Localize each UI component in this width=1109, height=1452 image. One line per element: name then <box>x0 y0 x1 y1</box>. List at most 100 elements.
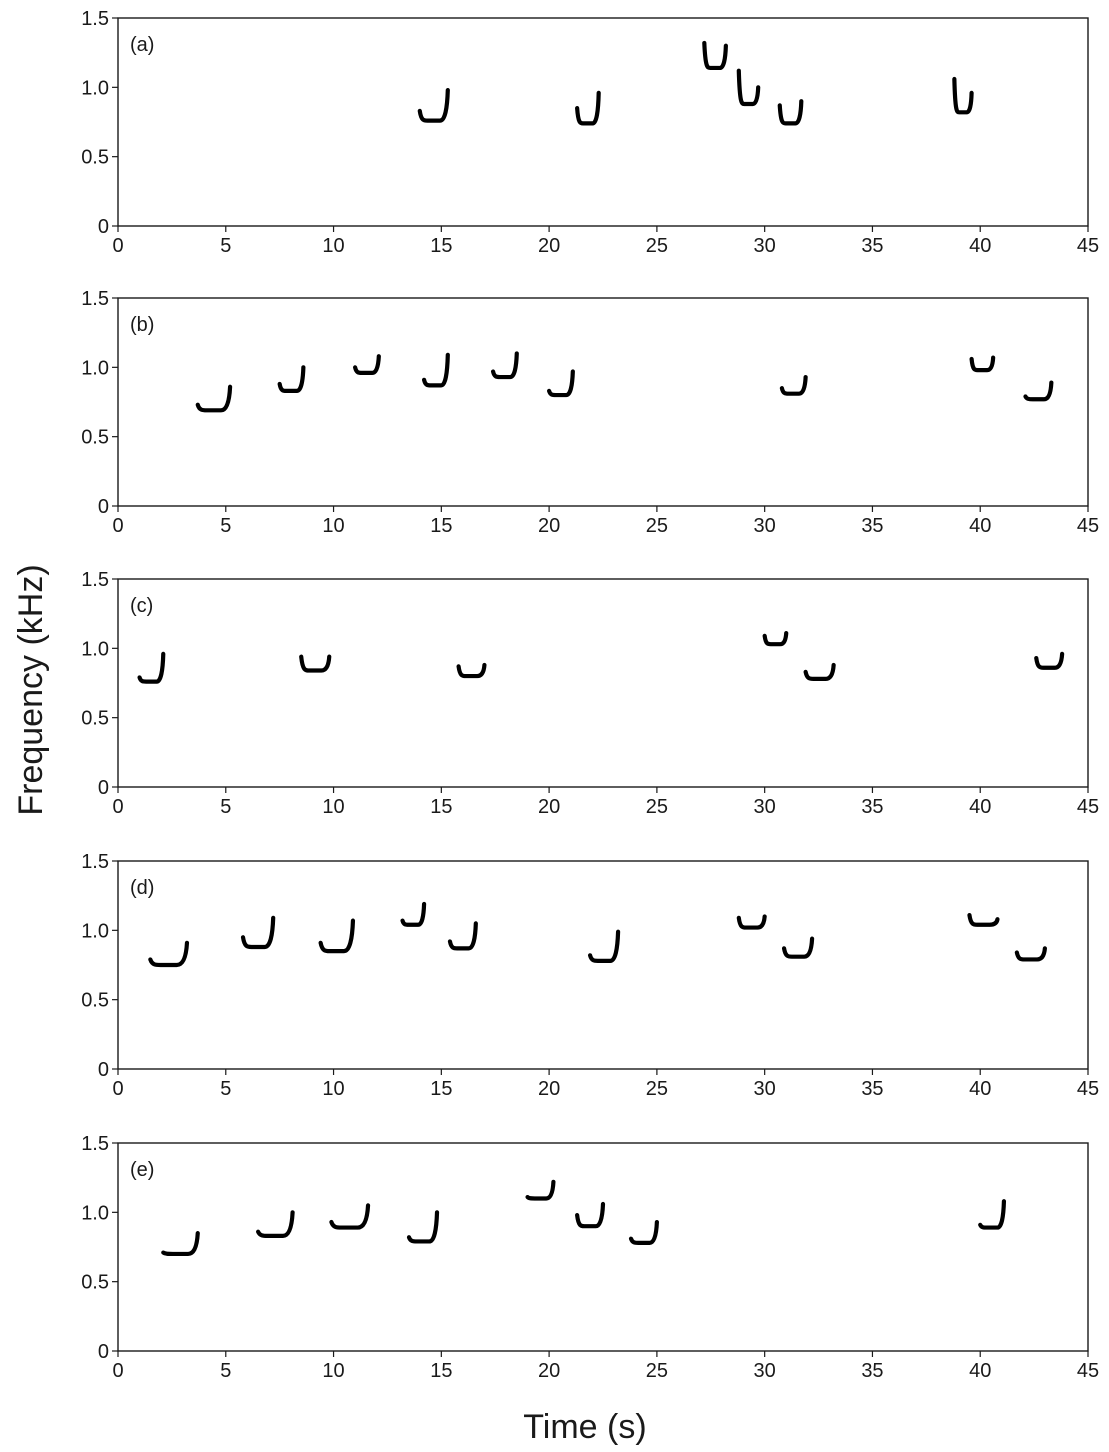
call-syllable <box>952 76 974 115</box>
call-syllable <box>702 40 728 71</box>
call-syllable <box>148 940 190 968</box>
plot-frame <box>117 1142 1089 1352</box>
x-tick-label: 45 <box>1077 1078 1099 1100</box>
y-tick-label: 1.5 <box>81 8 109 30</box>
x-tick-label: 35 <box>861 235 883 257</box>
y-tick-label: 1.5 <box>81 569 109 591</box>
x-tick-label: 0 <box>112 1078 123 1100</box>
call-syllable <box>1023 380 1054 402</box>
panel-label: (a) <box>130 34 154 56</box>
x-tick-label: 45 <box>1077 1360 1099 1382</box>
x-tick-label: 0 <box>112 796 123 818</box>
call-syllable <box>277 365 306 394</box>
x-tick-label: 5 <box>220 515 231 537</box>
x-tick-label: 35 <box>861 796 883 818</box>
call-syllable <box>447 921 478 951</box>
call-syllable <box>161 1231 200 1257</box>
x-tick-label: 10 <box>322 235 344 257</box>
plot-frame <box>117 860 1089 1070</box>
y-tick-label: 1.5 <box>81 851 109 873</box>
x-tick-label: 15 <box>430 515 452 537</box>
x-tick-label: 10 <box>322 515 344 537</box>
y-tick-label: 0 <box>98 496 109 518</box>
panel-label: (d) <box>130 877 154 899</box>
call-syllable <box>329 1203 371 1230</box>
x-tick-label: 20 <box>538 1078 560 1100</box>
x-tick-label: 0 <box>112 515 123 537</box>
y-tick-label: 0.5 <box>81 990 109 1012</box>
call-syllable <box>575 1201 606 1229</box>
y-tick-label: 1.0 <box>81 1202 109 1224</box>
y-tick-label: 0 <box>98 1341 109 1363</box>
panel: 0 5 10 15 20 25 30 35 40 45 0 0.5 1.0 1.5 (e) <box>81 1133 1099 1382</box>
x-axis-title: Time (s) <box>523 1408 646 1446</box>
x-tick-label: 0 <box>112 1360 123 1382</box>
x-tick-label: 35 <box>861 1360 883 1382</box>
panel: 0 5 10 15 20 25 30 35 40 45 0 0.5 1.0 1.5 (a) <box>81 8 1099 257</box>
x-tick-label: 45 <box>1077 235 1099 257</box>
x-tick-label: 10 <box>322 796 344 818</box>
x-tick-label: 5 <box>220 1078 231 1100</box>
x-tick-label: 5 <box>220 796 231 818</box>
x-tick-label: 15 <box>430 1078 452 1100</box>
call-syllable <box>400 901 427 927</box>
panel: 0 5 10 15 20 25 30 35 40 45 0 0.5 1.0 1.5 (b) <box>81 288 1099 537</box>
x-tick-label: 20 <box>538 515 560 537</box>
call-syllable <box>967 912 1000 927</box>
call-syllable <box>1014 946 1047 962</box>
call-syllable <box>256 1210 295 1239</box>
x-tick-label: 25 <box>646 796 668 818</box>
call-syllable <box>490 351 519 380</box>
call-syllable <box>587 929 621 963</box>
y-tick-label: 0 <box>98 216 109 238</box>
panel-label: (b) <box>130 314 154 336</box>
panels-group: 0 5 10 15 20 25 30 35 40 45 0 0.5 1.0 1.5 (a) 0 5 10 15 20 2… <box>81 8 1099 1382</box>
y-tick-label: 0 <box>98 777 109 799</box>
plot-frame <box>117 578 1089 788</box>
x-tick-label: 10 <box>322 1078 344 1100</box>
y-axis-title: Frequency (kHz) <box>12 564 50 815</box>
y-tick-label: 1.0 <box>81 638 109 660</box>
x-tick-label: 10 <box>322 1360 344 1382</box>
x-tick-label: 20 <box>538 1360 560 1382</box>
panel-label: (c) <box>130 595 153 617</box>
x-tick-label: 40 <box>969 515 991 537</box>
x-tick-label: 45 <box>1077 796 1099 818</box>
call-syllable <box>781 936 815 959</box>
x-tick-label: 30 <box>754 1360 776 1382</box>
call-syllable <box>137 651 166 684</box>
call-syllable <box>525 1179 556 1201</box>
y-tick-label: 1.5 <box>81 288 109 310</box>
x-tick-label: 35 <box>861 1078 883 1100</box>
x-tick-label: 40 <box>969 235 991 257</box>
panel-label: (e) <box>130 1159 154 1181</box>
x-tick-label: 25 <box>646 1078 668 1100</box>
call-syllable <box>547 369 575 398</box>
x-tick-label: 40 <box>969 796 991 818</box>
y-tick-label: 0.5 <box>81 147 109 169</box>
y-tick-label: 0.5 <box>81 427 109 449</box>
x-tick-label: 30 <box>754 796 776 818</box>
call-syllable <box>353 354 381 375</box>
y-tick-label: 1.5 <box>81 1133 109 1155</box>
call-syllable <box>779 374 808 396</box>
y-tick-label: 1.0 <box>81 920 109 942</box>
x-tick-label: 30 <box>754 515 776 537</box>
y-tick-label: 0.5 <box>81 708 109 730</box>
x-tick-label: 0 <box>112 235 123 257</box>
plot-frame <box>117 17 1089 227</box>
x-tick-label: 15 <box>430 1360 452 1382</box>
x-tick-label: 25 <box>646 235 668 257</box>
call-syllable <box>803 662 836 681</box>
call-syllable <box>299 654 332 673</box>
x-tick-label: 5 <box>220 235 231 257</box>
plot-frame <box>117 297 1089 507</box>
x-tick-label: 5 <box>220 1360 231 1382</box>
panel: 0 5 10 15 20 25 30 35 40 45 0 0.5 1.0 1.5 (c) <box>81 569 1099 818</box>
call-syllable <box>417 88 450 123</box>
call-syllable <box>1034 651 1065 670</box>
call-syllable <box>777 99 804 126</box>
call-syllable <box>456 662 487 679</box>
y-tick-label: 1.0 <box>81 77 109 99</box>
